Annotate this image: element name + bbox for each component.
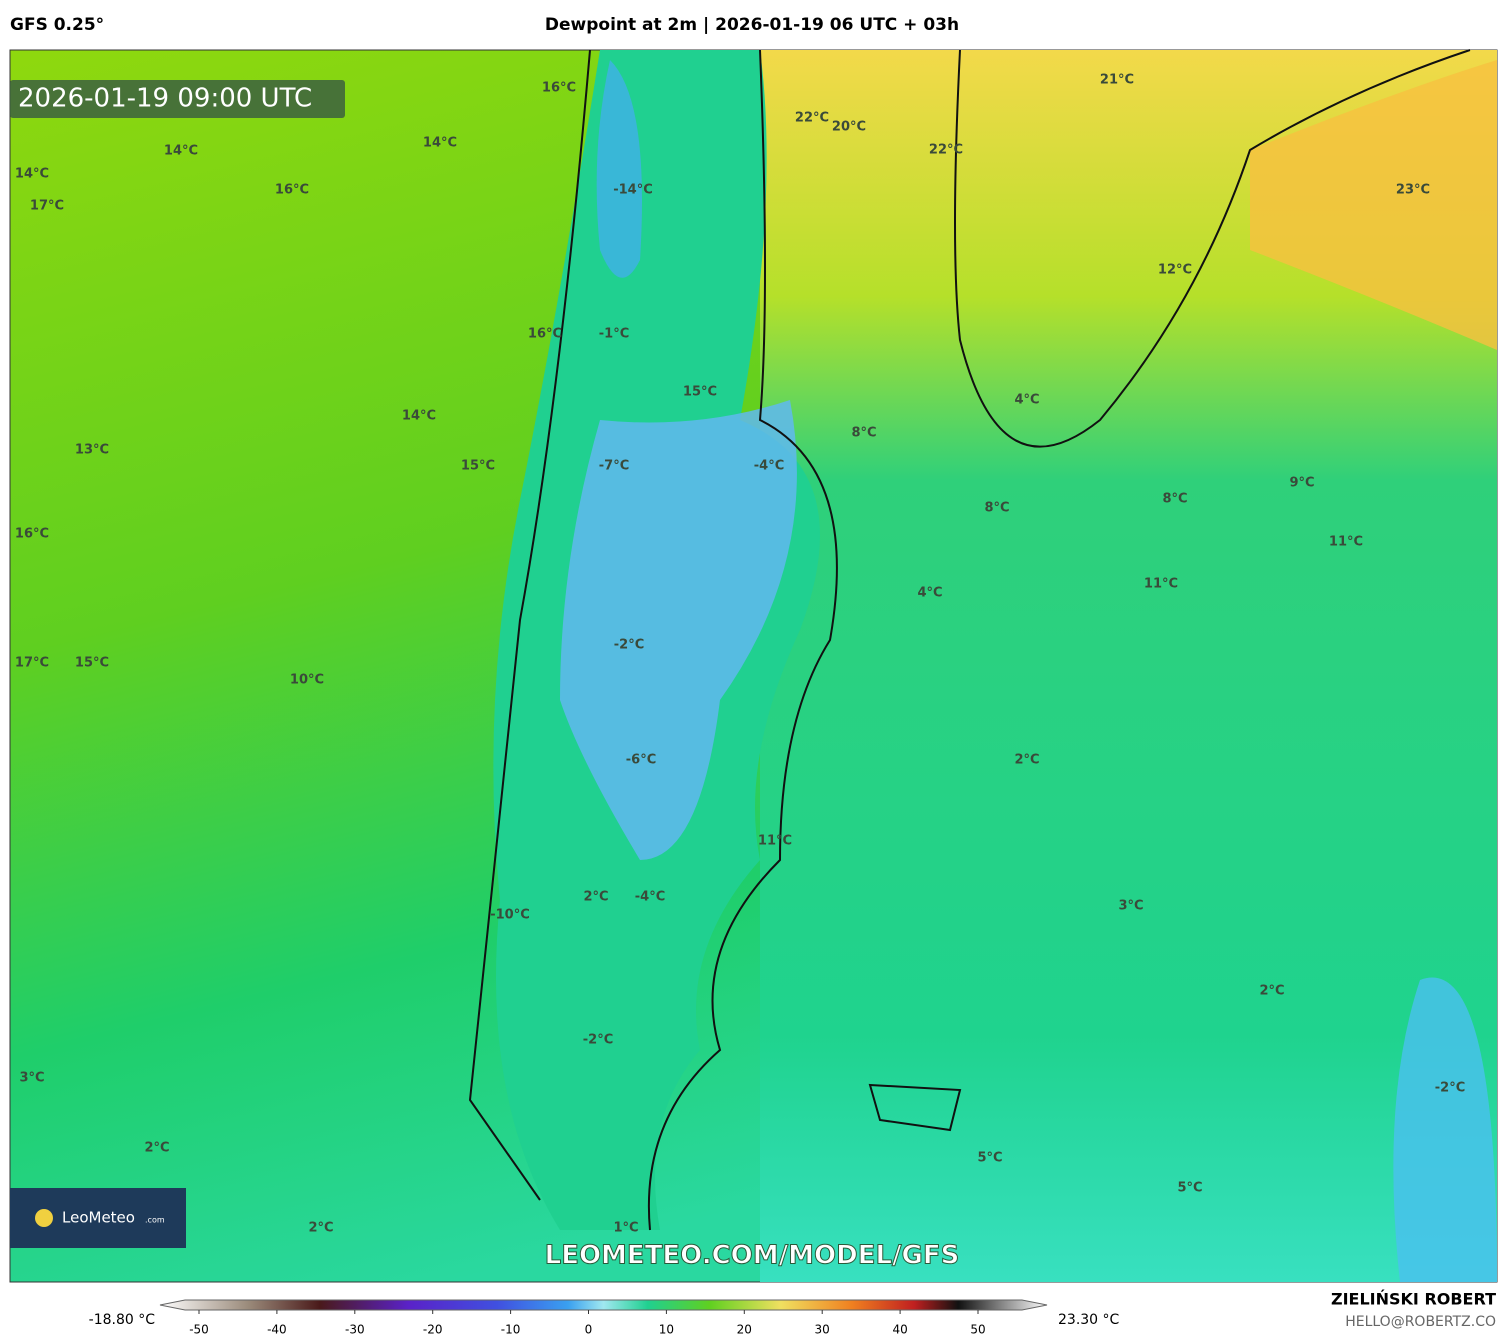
temp-label: 17°C [15,656,49,671]
temp-label: 2°C [144,1141,169,1156]
watermark: LEOMETEO.COM/MODEL/GFS [545,1241,960,1271]
temp-label: 22°C [929,143,963,158]
colorbar [159,1299,1048,1311]
temp-label: 16°C [528,327,562,342]
temp-label: 16°C [275,183,309,198]
temp-label: 5°C [977,1151,1002,1166]
coastline-east [647,49,1471,1231]
temp-label: 11°C [1329,535,1363,550]
temp-label: 8°C [851,426,876,441]
temp-label: 13°C [75,443,109,458]
colorbar-tick-label: -10 [501,1323,521,1337]
cold-field [1393,977,1497,1282]
colorbar-tick-label: 30 [815,1323,830,1337]
coastline [468,49,591,1201]
temp-label: 14°C [423,136,457,151]
temp-label: -2°C [1435,1081,1465,1096]
temp-label: -10°C [490,908,530,923]
temp-label: 8°C [1162,492,1187,507]
valid-time: 2026-01-19 09:00 UTC [18,84,312,114]
temp-label: -1°C [599,327,629,342]
logo-suffix: .com [145,1216,165,1225]
temp-label: 3°C [19,1071,44,1086]
temp-label: 9°C [1289,476,1314,491]
temp-label: 22°C [795,111,829,126]
temp-label: 12°C [1158,263,1192,278]
temp-label: 3°C [1118,899,1143,914]
temp-label: 2°C [1014,753,1039,768]
temp-label: 4°C [917,586,942,601]
temp-label: 20°C [832,120,866,135]
temp-label: 23°C [1396,183,1430,198]
temp-label: -6°C [626,753,656,768]
temp-label: 15°C [461,459,495,474]
temp-label: 5°C [1177,1181,1202,1196]
temp-label: 14°C [164,144,198,159]
colorbar-max: 23.30 °C [1058,1312,1120,1328]
temp-label: -7°C [599,459,629,474]
colorbar-tick-label: 0 [585,1323,593,1337]
colorbar-tick-label: -20 [423,1323,443,1337]
temp-label: -2°C [583,1033,613,1048]
temp-label: 2°C [308,1221,333,1236]
andes-cold [596,60,642,278]
temp-label: 15°C [683,385,717,400]
temp-label: 15°C [75,656,109,671]
temp-label: -14°C [613,183,653,198]
time-box [10,80,345,118]
temp-label: 1°C [613,1221,638,1236]
temp-label: 16°C [542,81,576,96]
temp-label: 10°C [290,673,324,688]
author: ZIELIŃSKI ROBERT [1331,1290,1496,1309]
colorbar-tick-label: 50 [970,1323,985,1337]
temp-label: 11°C [1144,577,1178,592]
logo-sun [35,1209,53,1227]
colorbar-tick-label: -40 [267,1323,287,1337]
temp-label: 21°C [1100,73,1134,88]
colorbar-tick-label: 20 [737,1323,752,1337]
temp-label: 14°C [15,167,49,182]
temp-label: 11°C [758,834,792,849]
colorbar-tick-label: 10 [659,1323,674,1337]
cold-core [560,400,797,860]
temp-label: 17°C [30,199,64,214]
temp-label: -4°C [754,459,784,474]
temp-label: 8°C [984,501,1009,516]
falklands [868,1083,962,1132]
map-title: Dewpoint at 2m | 2026-01-19 06 UTC + 03h [545,15,959,35]
temp-label: -2°C [614,638,644,653]
colorbar-tick-label: 40 [892,1323,907,1337]
logo-text: LeoMeteo [62,1209,135,1227]
contact: HELLO@ROBERTZ.CO [1345,1314,1496,1330]
model-name: GFS 0.25° [10,15,104,35]
warm-field [1250,60,1497,350]
map: 16°C 14°C 14°C 14°C 17°C 16°C 16°C 14°C 13°C 15°C… [9,49,1498,1283]
colorbar-tick-label: -50 [189,1323,209,1337]
colorbar-min: -18.80 °C [89,1312,156,1328]
temp-label: 2°C [1259,984,1284,999]
temp-label: -4°C [635,890,665,905]
colorbar-tick-label: -30 [345,1323,365,1337]
temp-label: 14°C [402,409,436,424]
temp-label: 4°C [1014,393,1039,408]
temp-label: 2°C [583,890,608,905]
temp-label: 16°C [15,527,49,542]
